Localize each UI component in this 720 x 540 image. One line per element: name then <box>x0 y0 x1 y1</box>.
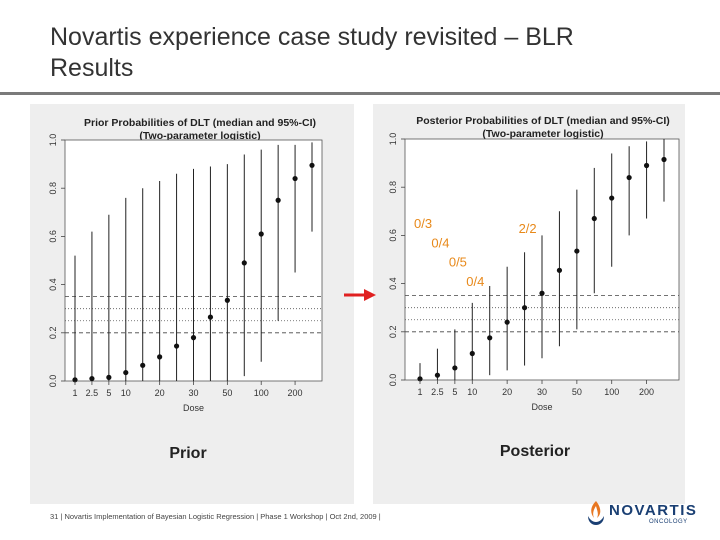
x-tick-label: 1 <box>417 387 422 397</box>
median-point <box>504 319 510 325</box>
y-tick-label: 0.6 <box>48 230 58 243</box>
median-point <box>609 195 615 201</box>
median-point <box>89 375 95 382</box>
chart-subtitle: (Two-parameter logistic) <box>482 128 603 140</box>
median-point <box>469 350 475 357</box>
median-point <box>258 231 264 237</box>
novartis-flame-icon <box>588 501 604 525</box>
right-arrow-icon <box>344 289 376 301</box>
median-point <box>173 343 180 349</box>
x-tick-label: 10 <box>467 387 477 397</box>
novartis-logo: NOVARTIS ONCOLOGY <box>585 498 698 528</box>
x-axis-label: Dose <box>531 402 552 412</box>
median-point <box>521 305 528 311</box>
x-tick-label: 100 <box>604 387 619 397</box>
median-point <box>224 297 230 303</box>
y-tick-label: 0.2 <box>48 327 58 340</box>
chart-subtitle: (Two-parameter logistic) <box>139 130 260 142</box>
y-tick-label: 0.8 <box>388 181 398 194</box>
median-point <box>190 335 197 341</box>
logo-wordmark: NOVARTIS <box>609 502 698 519</box>
x-tick-label: 2.5 <box>431 387 444 397</box>
median-point <box>661 156 667 163</box>
y-tick-label: 0.0 <box>388 374 398 387</box>
x-tick-label: 5 <box>452 387 457 397</box>
prior-chart-panel: Prior Probabilities of DLT (median and 9… <box>30 104 354 504</box>
median-point <box>574 248 580 254</box>
x-tick-label: 20 <box>155 388 165 398</box>
x-tick-label: 20 <box>502 387 512 397</box>
x-tick-label: 30 <box>188 388 198 398</box>
median-point <box>123 369 129 376</box>
median-point <box>539 290 545 296</box>
dlt-annotation: 0/3 <box>414 216 432 231</box>
dlt-annotation: 2/2 <box>519 221 537 236</box>
x-tick-label: 200 <box>639 387 654 397</box>
title-line-1: Novartis experience case study revisited… <box>50 23 574 51</box>
median-point <box>207 314 214 320</box>
y-tick-label: 0.6 <box>388 229 398 242</box>
x-tick-label: 2.5 <box>86 388 99 398</box>
x-tick-label: 1 <box>72 388 77 398</box>
y-tick-label: 1.0 <box>48 134 58 147</box>
y-tick-label: 0.2 <box>388 326 398 339</box>
y-tick-label: 0.8 <box>48 182 58 195</box>
x-tick-label: 100 <box>254 388 269 398</box>
median-point <box>556 267 563 273</box>
y-tick-label: 0.0 <box>48 375 58 388</box>
slide-title: Novartis experience case study revisited… <box>50 22 690 84</box>
chart-caption: Prior <box>169 445 206 462</box>
logo-subtitle: ONCOLOGY <box>649 519 688 525</box>
median-point <box>434 372 441 378</box>
posterior-chart-panel: Posterior Probabilities of DLT (median a… <box>373 104 685 504</box>
x-tick-label: 5 <box>106 388 111 398</box>
median-point <box>157 354 163 360</box>
chart-caption: Posterior <box>500 443 570 460</box>
x-axis-label: Dose <box>183 403 204 413</box>
chart-title: Posterior Probabilities of DLT (median a… <box>416 115 670 127</box>
median-point <box>72 377 78 383</box>
median-point <box>309 162 315 168</box>
dlt-annotation: 0/5 <box>449 255 467 270</box>
median-point <box>591 215 597 222</box>
x-tick-label: 50 <box>222 388 232 398</box>
median-point <box>643 162 650 169</box>
x-tick-label: 10 <box>121 388 131 398</box>
median-point <box>417 376 423 382</box>
dlt-annotation: 0/4 <box>431 235 449 250</box>
median-point <box>140 362 146 368</box>
footer-text: 31 | Novartis Implementation of Bayesian… <box>50 512 381 521</box>
x-tick-label: 200 <box>288 388 303 398</box>
y-tick-label: 0.4 <box>48 278 58 291</box>
y-tick-label: 0.4 <box>388 277 398 290</box>
prior-chart: Prior Probabilities of DLT (median and 9… <box>48 117 323 462</box>
median-point <box>275 197 281 203</box>
title-divider <box>0 92 720 95</box>
median-point <box>241 260 247 266</box>
posterior-chart: Posterior Probabilities of DLT (median a… <box>388 115 680 460</box>
median-point <box>487 335 493 341</box>
median-point <box>452 365 458 371</box>
title-line-2: Results <box>50 54 134 82</box>
x-tick-label: 50 <box>572 387 582 397</box>
median-point <box>106 374 112 380</box>
median-point <box>292 175 298 182</box>
y-tick-label: 1.0 <box>388 133 398 146</box>
x-tick-label: 30 <box>537 387 547 397</box>
chart-title: Prior Probabilities of DLT (median and 9… <box>84 117 316 129</box>
dlt-annotation: 0/4 <box>466 274 484 289</box>
median-point <box>626 174 632 181</box>
